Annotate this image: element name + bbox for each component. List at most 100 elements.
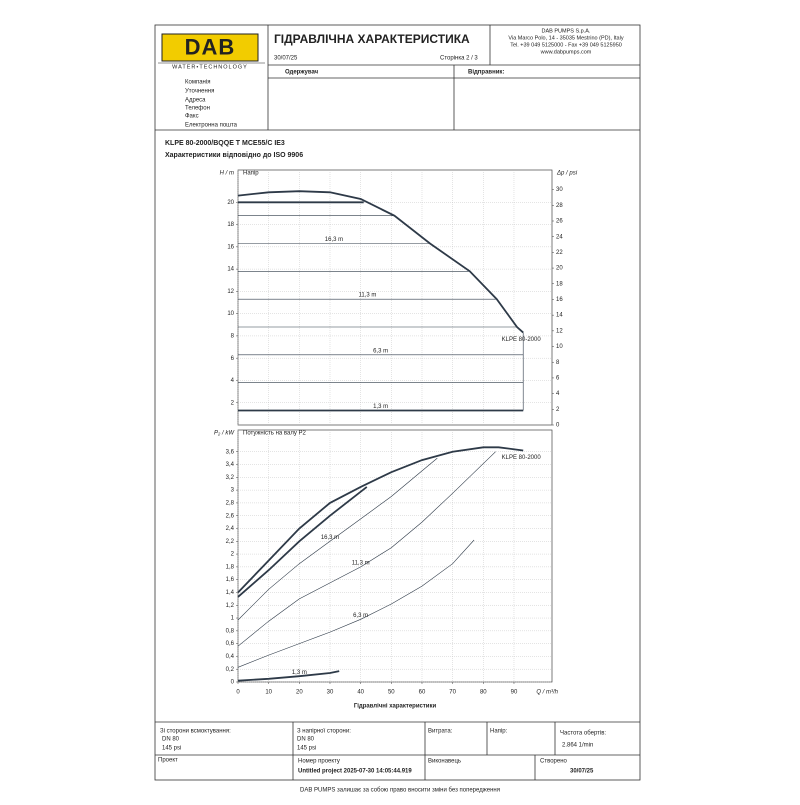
y-tick-label: 1,6 [226, 577, 235, 583]
chart-title: Потужність на валу P2 [243, 431, 307, 437]
y-tick-label: 3,4 [226, 462, 235, 468]
y-tick-label: 20 [227, 200, 234, 206]
company-line: www.dabpumps.com [540, 49, 592, 55]
y-tick-label: 18 [227, 222, 234, 228]
discharge-pressure: 145 psi [297, 746, 316, 752]
y-tick-label: 2 [231, 400, 235, 406]
curve-label: 6,3 m [353, 613, 368, 619]
y2-tick-label: 26 [556, 219, 563, 225]
y2-tick-label: 28 [556, 203, 563, 209]
y2-tick-label: 14 [556, 313, 563, 319]
y-tick-label: 2,4 [226, 526, 235, 532]
x-tick-label: 60 [419, 690, 426, 696]
company-line: Tel. +39 049 5125000 - Fax +39 049 51259… [510, 42, 622, 48]
y-tick-label: 0,2 [226, 667, 235, 673]
y-tick-label: 14 [227, 267, 234, 273]
project-label: Проект [158, 758, 178, 764]
curve [237, 539, 475, 668]
y2-tick-label: 22 [556, 250, 563, 256]
y-tick-label: 16 [227, 244, 234, 250]
x-tick-label: 50 [388, 690, 395, 696]
x-axis-label: Q / m³/h [536, 690, 558, 696]
field-label: Електронна пошта [185, 123, 238, 129]
y-tick-label: 2,8 [226, 500, 235, 506]
curve [237, 457, 438, 621]
field-label: Уточнення [185, 89, 214, 95]
product-subtitle: Характеристики відповідно до ISO 9906 [165, 151, 303, 159]
curve-label: 1,3 m [292, 670, 307, 676]
project-number: Untitled project 2025-07-30 14:05:44.919 [298, 769, 412, 775]
y2-tick-label: 4 [556, 391, 560, 397]
x-tick-label: 90 [511, 690, 518, 696]
y2-tick-label: 6 [556, 376, 560, 382]
x-tick-label: 80 [480, 690, 487, 696]
y-tick-label: 8 [231, 333, 235, 339]
y-tick-label: 1,4 [226, 590, 235, 596]
x-tick-label: 70 [449, 690, 456, 696]
suction-label: Зі сторони всмоктування: [160, 729, 231, 735]
y-tick-label: 3 [231, 488, 235, 494]
y-tick-label: 0,4 [226, 654, 235, 660]
curve [237, 446, 524, 594]
field-label: Адреса [185, 98, 206, 104]
company-line: Via Marco Polo, 14 - 35035 Mestrino (PD)… [508, 35, 623, 41]
y2-tick-label: 20 [556, 266, 563, 272]
discharge-label: З напірної сторони: [297, 729, 351, 735]
x-tick-label: 40 [357, 690, 364, 696]
x-tick-label: 0 [236, 690, 240, 696]
y2-tick-label: 10 [556, 344, 563, 350]
y2-tick-label: 8 [556, 360, 560, 366]
curve-label: 1,3 m [373, 404, 388, 410]
curve [237, 451, 496, 647]
plot-area [237, 169, 553, 426]
logo: DAB [185, 34, 236, 59]
sender: Відправник: [468, 70, 504, 76]
page-number: Сторінка 2 / 3 [440, 56, 478, 62]
y2-axis-label: Δp / psi [556, 171, 578, 177]
date: 30/07/25 [274, 56, 298, 62]
suction-dn: DN 80 [162, 737, 180, 743]
project-number-label: Номер проекту [298, 759, 340, 765]
y-tick-label: 0 [231, 680, 235, 686]
curve-label: 16,3 m [325, 237, 343, 243]
y2-tick-label: 2 [556, 407, 560, 413]
receiver: Одержувач [285, 70, 319, 76]
logo-tagline: WATER•TECHNOLOGY [172, 64, 248, 70]
y-tick-label: 6 [231, 356, 235, 362]
curve-label: 11,3 m [358, 293, 376, 299]
speed-value: 2.864 1/min [562, 743, 593, 749]
curve-name: KLPE 80-2000 [502, 337, 542, 343]
y-tick-label: 0,8 [226, 628, 235, 634]
y-tick-label: 0,6 [226, 641, 235, 647]
created-label: Створено [540, 759, 568, 765]
y-tick-label: 3,6 [226, 449, 235, 455]
y-tick-label: 12 [227, 289, 234, 295]
discharge-dn: DN 80 [297, 737, 315, 743]
page-frame [154, 24, 641, 781]
field-label: Телефон [185, 106, 210, 112]
y-tick-label: 2,2 [226, 539, 235, 545]
y2-tick-label: 0 [556, 423, 560, 429]
y-tick-label: 4 [231, 378, 235, 384]
chart-caption: Гідравлічні характеристики [354, 704, 437, 710]
curve [237, 190, 524, 334]
curve-label: 6,3 m [373, 348, 388, 354]
y2-tick-label: 12 [556, 328, 563, 334]
curve-label: 11,3 m [352, 560, 370, 566]
author-label: Виконавець [428, 759, 461, 765]
y-tick-label: 1,2 [226, 603, 235, 609]
curve [237, 486, 368, 598]
created-date: 30/07/25 [570, 769, 594, 775]
y2-tick-label: 18 [556, 281, 563, 287]
curve [237, 670, 340, 682]
speed-label: Частота обертів: [560, 731, 606, 737]
plot-area [237, 429, 553, 683]
y-tick-label: 3,2 [226, 475, 235, 481]
field-label: Факс [185, 114, 199, 120]
x-tick-label: 20 [296, 690, 303, 696]
doc-title: ГІДРАВЛІЧНА ХАРАКТЕРИСТИКА [274, 32, 470, 46]
x-tick-label: 10 [265, 690, 272, 696]
disclaimer: DAB PUMPS залишає за собою право вносити… [300, 788, 500, 794]
flow-label: Витрата: [428, 729, 453, 735]
y-axis-label: H / m [220, 171, 234, 177]
